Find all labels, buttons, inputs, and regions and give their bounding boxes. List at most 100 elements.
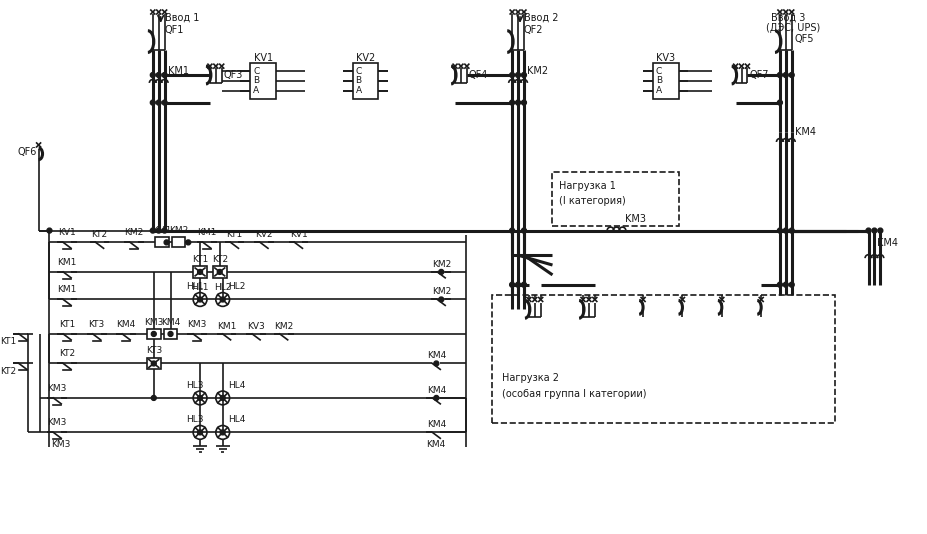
Text: KT1: KT1 bbox=[59, 320, 75, 328]
Circle shape bbox=[157, 100, 161, 105]
Circle shape bbox=[522, 228, 527, 233]
Text: KM3: KM3 bbox=[47, 418, 67, 427]
Circle shape bbox=[522, 100, 527, 105]
Text: KV1: KV1 bbox=[253, 53, 273, 64]
Circle shape bbox=[434, 361, 438, 366]
Circle shape bbox=[783, 282, 788, 287]
Circle shape bbox=[162, 228, 167, 233]
Text: KT1: KT1 bbox=[192, 255, 209, 264]
Bar bbox=[193, 266, 207, 278]
Bar bbox=[155, 238, 169, 247]
Circle shape bbox=[221, 430, 225, 435]
Text: KM1: KM1 bbox=[217, 321, 236, 331]
Circle shape bbox=[197, 396, 202, 400]
Text: HL3: HL3 bbox=[186, 381, 204, 390]
Text: KM4: KM4 bbox=[877, 238, 898, 248]
Text: HL4: HL4 bbox=[229, 381, 246, 390]
Circle shape bbox=[434, 396, 438, 400]
Text: QF2: QF2 bbox=[524, 25, 543, 35]
Bar bbox=[653, 63, 679, 99]
Circle shape bbox=[47, 228, 52, 233]
Text: KT1: KT1 bbox=[0, 337, 16, 347]
Text: KT3: KT3 bbox=[146, 346, 162, 355]
Text: KV2: KV2 bbox=[356, 53, 375, 64]
Circle shape bbox=[168, 332, 173, 336]
Text: KM1: KM1 bbox=[152, 226, 171, 235]
Text: KM3: KM3 bbox=[47, 383, 67, 392]
Text: KM3: KM3 bbox=[187, 320, 207, 328]
Text: HL1: HL1 bbox=[186, 282, 204, 291]
Circle shape bbox=[778, 73, 782, 77]
Text: KT2: KT2 bbox=[92, 230, 108, 239]
Text: KT2: KT2 bbox=[211, 255, 228, 264]
Circle shape bbox=[151, 332, 157, 336]
Text: KM4: KM4 bbox=[426, 386, 446, 395]
Circle shape bbox=[515, 100, 520, 105]
Text: KM3: KM3 bbox=[144, 318, 163, 327]
Bar bbox=[213, 266, 226, 278]
Bar bbox=[146, 358, 160, 370]
Text: KV1: KV1 bbox=[58, 228, 76, 237]
Text: KV1: KV1 bbox=[289, 230, 308, 239]
Circle shape bbox=[515, 282, 520, 287]
Circle shape bbox=[217, 270, 222, 274]
Text: B: B bbox=[356, 76, 362, 85]
Text: KT3: KT3 bbox=[89, 320, 105, 328]
Circle shape bbox=[789, 282, 794, 287]
Text: QF1: QF1 bbox=[165, 25, 184, 35]
Text: Ввод 3: Ввод 3 bbox=[771, 13, 806, 23]
Circle shape bbox=[162, 100, 167, 105]
Text: A: A bbox=[656, 87, 662, 95]
Circle shape bbox=[789, 73, 794, 77]
Circle shape bbox=[510, 100, 514, 105]
Circle shape bbox=[510, 73, 514, 77]
Circle shape bbox=[510, 282, 514, 287]
Text: C: C bbox=[356, 67, 362, 76]
Text: KT2: KT2 bbox=[59, 349, 75, 358]
Text: HL4: HL4 bbox=[229, 415, 246, 424]
Bar bbox=[492, 295, 835, 422]
Text: (ДЭС, UPS): (ДЭС, UPS) bbox=[766, 23, 820, 33]
Text: A: A bbox=[356, 87, 362, 95]
Circle shape bbox=[438, 297, 444, 302]
Text: KV3: KV3 bbox=[248, 321, 265, 331]
Bar bbox=[552, 171, 679, 226]
Text: KV2: KV2 bbox=[255, 230, 273, 239]
Circle shape bbox=[162, 73, 167, 77]
Text: (особая группа I категории): (особая группа I категории) bbox=[502, 389, 647, 399]
Circle shape bbox=[515, 73, 520, 77]
Text: KM1: KM1 bbox=[168, 66, 188, 76]
Circle shape bbox=[789, 228, 794, 233]
Circle shape bbox=[221, 396, 225, 400]
Circle shape bbox=[778, 100, 782, 105]
Circle shape bbox=[866, 228, 871, 233]
Circle shape bbox=[151, 396, 157, 400]
Text: KM4: KM4 bbox=[794, 127, 816, 137]
Circle shape bbox=[438, 270, 444, 274]
Bar bbox=[146, 329, 160, 339]
Text: QF3: QF3 bbox=[223, 70, 243, 80]
Text: QF6: QF6 bbox=[18, 147, 37, 157]
Text: Ввод 2: Ввод 2 bbox=[524, 13, 558, 23]
Text: KM2: KM2 bbox=[432, 260, 451, 269]
Circle shape bbox=[150, 100, 155, 105]
Text: KM4: KM4 bbox=[117, 320, 136, 328]
Text: KM3: KM3 bbox=[626, 214, 646, 224]
Text: QF7: QF7 bbox=[749, 70, 768, 80]
Text: KM2: KM2 bbox=[169, 226, 188, 235]
Circle shape bbox=[783, 228, 788, 233]
Text: Ввод 1: Ввод 1 bbox=[165, 13, 199, 23]
Text: Нагрузка 2: Нагрузка 2 bbox=[502, 373, 559, 383]
Text: KM1: KM1 bbox=[197, 228, 217, 237]
Circle shape bbox=[197, 430, 202, 435]
Circle shape bbox=[150, 228, 155, 233]
Circle shape bbox=[185, 240, 191, 245]
Text: A: A bbox=[253, 87, 260, 95]
Circle shape bbox=[510, 228, 514, 233]
Circle shape bbox=[197, 270, 202, 274]
Text: KM1: KM1 bbox=[57, 257, 77, 266]
Text: KT2: KT2 bbox=[0, 367, 16, 376]
Circle shape bbox=[778, 228, 782, 233]
Circle shape bbox=[522, 73, 527, 77]
Circle shape bbox=[872, 228, 877, 233]
